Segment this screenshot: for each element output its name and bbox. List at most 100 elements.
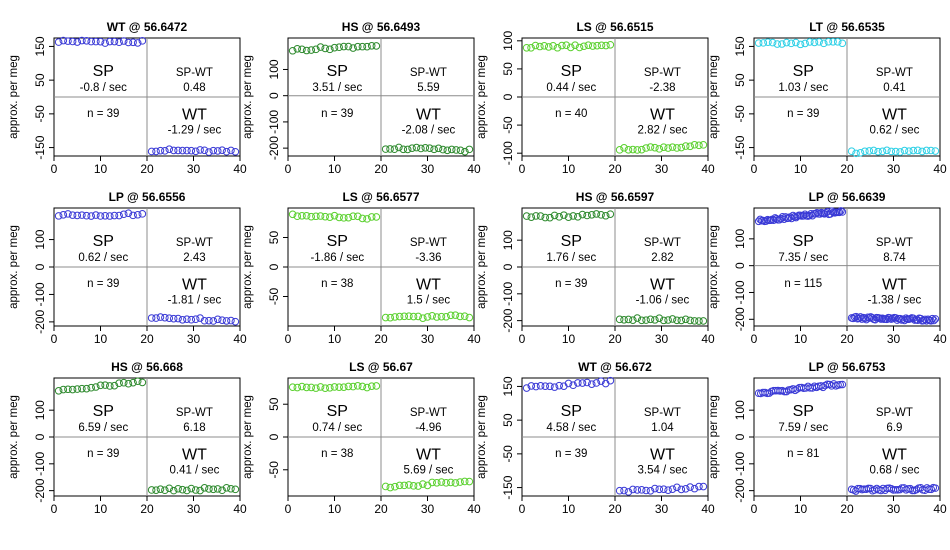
data-point	[358, 382, 367, 391]
y-tick-label: 50	[267, 397, 281, 411]
data-point	[400, 312, 409, 321]
y-tick-label: -100	[501, 281, 515, 305]
data-point	[196, 146, 204, 154]
data-point	[169, 146, 178, 155]
y-axis-label: approx. per meg	[8, 395, 20, 479]
data-point	[82, 211, 91, 220]
panel-title: LP @ 56.6639	[809, 190, 886, 204]
data-point	[129, 378, 137, 387]
data-point	[403, 145, 412, 154]
data-point	[801, 39, 809, 48]
data-point	[460, 477, 469, 486]
data-point	[209, 485, 218, 494]
y-tick-label: -50	[501, 116, 515, 134]
data-point	[161, 147, 169, 155]
x-tick-label: 20	[374, 502, 388, 516]
wt-rate: -2.08 / sec	[402, 125, 456, 137]
y-axis-label: approx. per meg	[476, 55, 488, 139]
panel-8: LP @ 56.6639 approx. per meg 0 10 20 30 40 100 0…	[708, 190, 947, 346]
sp-rate: 1.03 / sec	[778, 82, 828, 94]
y-tick-label: 0	[733, 433, 747, 440]
data-point	[200, 316, 209, 325]
panel-5: LP @ 56.6556 approx. per meg 0 10 20 30 40 100 0…	[8, 190, 247, 346]
data-point	[677, 485, 686, 494]
data-point	[405, 312, 413, 320]
data-point	[869, 146, 878, 155]
panel-7: HS @ 56.6597 approx. per meg 0 10 20 30 40 100 0…	[476, 190, 715, 346]
data-point	[629, 145, 637, 154]
data-point	[927, 316, 935, 325]
wt-rate: 3.54 / sec	[637, 465, 687, 477]
x-tick-label: 0	[285, 332, 292, 346]
data-point	[796, 40, 805, 49]
data-point	[372, 382, 381, 390]
y-tick-label: -100	[501, 141, 515, 165]
data-point	[174, 146, 182, 155]
x-tick-label: 30	[655, 332, 669, 346]
spwt-value: 5.59	[417, 82, 439, 94]
x-tick-label: 10	[94, 162, 108, 176]
x-tick-label: 20	[140, 502, 154, 516]
data-point	[560, 211, 568, 219]
data-point	[227, 484, 235, 493]
y-axis-label: approx. per meg	[708, 55, 720, 139]
sp-rate: 7.59 / sec	[778, 422, 828, 434]
y-axis-label: approx. per meg	[708, 395, 720, 479]
y-tick-label: 0	[267, 92, 281, 99]
data-point	[298, 45, 306, 54]
data-point	[395, 312, 404, 321]
x-tick-label: 10	[328, 162, 342, 176]
data-point	[152, 147, 160, 156]
y-tick-label: 100	[501, 30, 515, 50]
y-tick-label: -200	[33, 310, 47, 334]
x-tick-label: 20	[374, 332, 388, 346]
data-point	[174, 314, 182, 323]
y-tick-label: -100	[33, 282, 47, 306]
panel-12: LP @ 56.6753 approx. per meg 0 10 20 30 40 100 0…	[708, 360, 947, 516]
data-point	[321, 212, 330, 221]
data-point	[754, 39, 763, 47]
y-tick-label: -150	[733, 135, 747, 159]
data-point	[928, 314, 937, 323]
panel-4: LT @ 56.6535 approx. per meg 0 10 20 30 40 150 5…	[708, 20, 947, 176]
data-point	[312, 384, 320, 392]
x-tick-label: 10	[328, 502, 342, 516]
data-point	[773, 40, 782, 48]
sp-label: SP	[93, 233, 114, 250]
y-axis-label: approx. per meg	[476, 225, 488, 309]
y-tick-label: 0	[733, 262, 747, 269]
data-point	[664, 144, 672, 152]
data-point	[344, 42, 353, 51]
data-point	[293, 212, 302, 221]
data-point	[288, 46, 297, 55]
data-point	[298, 382, 306, 391]
x-tick-label: 20	[140, 162, 154, 176]
wt-rate: 5.69 / sec	[403, 465, 453, 477]
data-point	[555, 213, 564, 221]
data-point	[601, 211, 610, 220]
data-point	[64, 385, 72, 394]
data-point	[927, 146, 935, 155]
y-tick-label: 100	[33, 229, 47, 249]
data-point	[417, 144, 425, 153]
x-tick-label: 30	[187, 502, 201, 516]
y-tick-label: -200	[33, 478, 47, 502]
y-tick-label: 100	[733, 400, 747, 420]
data-point	[390, 145, 399, 154]
data-point	[119, 210, 128, 219]
spwt-label: SP-WT	[876, 67, 913, 79]
panel-title: WT @ 56.6472	[107, 20, 188, 34]
x-tick-label: 0	[51, 502, 58, 516]
data-point	[430, 145, 438, 154]
data-point	[544, 43, 553, 51]
x-tick-label: 20	[374, 162, 388, 176]
data-point	[699, 317, 708, 325]
data-point	[768, 38, 777, 47]
data-point	[115, 379, 123, 388]
data-point	[349, 212, 357, 221]
x-tick-label: 40	[701, 502, 715, 516]
data-point	[218, 316, 226, 324]
sp-label: SP	[327, 63, 348, 80]
x-tick-label: 0	[519, 332, 526, 346]
